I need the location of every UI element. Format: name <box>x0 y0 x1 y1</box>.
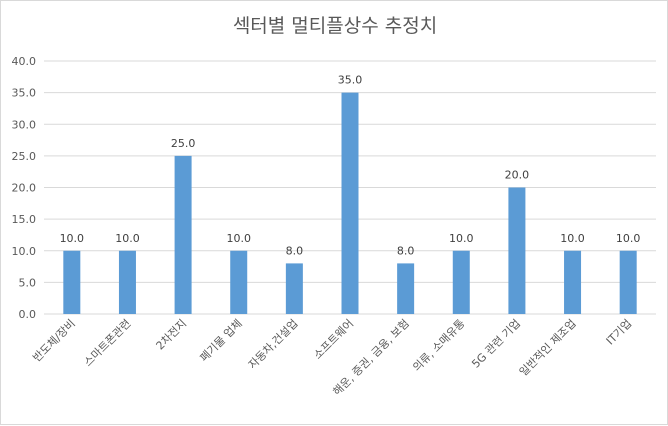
y-tick-label: 20.0 <box>12 182 37 195</box>
data-label: 8.0 <box>286 244 304 257</box>
x-tick-label: 반도체/장비 <box>30 317 78 365</box>
bar <box>230 250 248 314</box>
data-label: 25.0 <box>171 137 196 150</box>
data-label: 10.0 <box>616 232 641 245</box>
y-tick-label: 40.0 <box>12 55 37 68</box>
data-label: 10.0 <box>115 232 140 245</box>
x-tick-label: 일반적인 제조업 <box>516 316 578 378</box>
y-tick-label: 35.0 <box>12 87 37 100</box>
y-tick-label: 30.0 <box>12 118 37 131</box>
bar <box>397 263 415 314</box>
bar <box>118 250 136 314</box>
bar <box>452 250 470 314</box>
data-label: 10.0 <box>60 232 85 245</box>
data-label: 10.0 <box>449 232 474 245</box>
bar <box>564 250 582 314</box>
data-label: 8.0 <box>397 244 415 257</box>
bar <box>285 263 303 314</box>
data-label: 35.0 <box>338 74 363 87</box>
y-tick-label: 10.0 <box>12 245 37 258</box>
bar <box>174 155 192 314</box>
y-tick-label: 25.0 <box>12 150 37 163</box>
data-label: 10.0 <box>560 232 585 245</box>
y-tick-label: 0.0 <box>19 308 37 321</box>
x-tick-label: 스마트폰관련 <box>81 317 133 369</box>
bar <box>619 250 637 314</box>
x-tick-label: 2차전지 <box>154 317 190 353</box>
x-tick-label: 의류, 소매유통 <box>410 317 467 374</box>
x-tick-label: 자동차,건설업 <box>246 317 301 372</box>
bar <box>63 250 81 314</box>
y-tick-label: 15.0 <box>12 213 37 226</box>
bar <box>508 187 526 314</box>
x-tick-label: IT기업 <box>604 317 635 348</box>
x-tick-label: 소프트웨어 <box>311 317 356 362</box>
y-tick-label: 5.0 <box>19 276 37 289</box>
x-tick-label: 5G 관련 기업 <box>469 317 523 371</box>
data-label: 20.0 <box>505 169 530 182</box>
data-label: 10.0 <box>226 232 251 245</box>
bar <box>341 92 359 314</box>
x-tick-label: 폐기물 업체 <box>197 317 244 364</box>
chart-title: 섹터별 멀티플상수 추정치 <box>232 15 438 37</box>
